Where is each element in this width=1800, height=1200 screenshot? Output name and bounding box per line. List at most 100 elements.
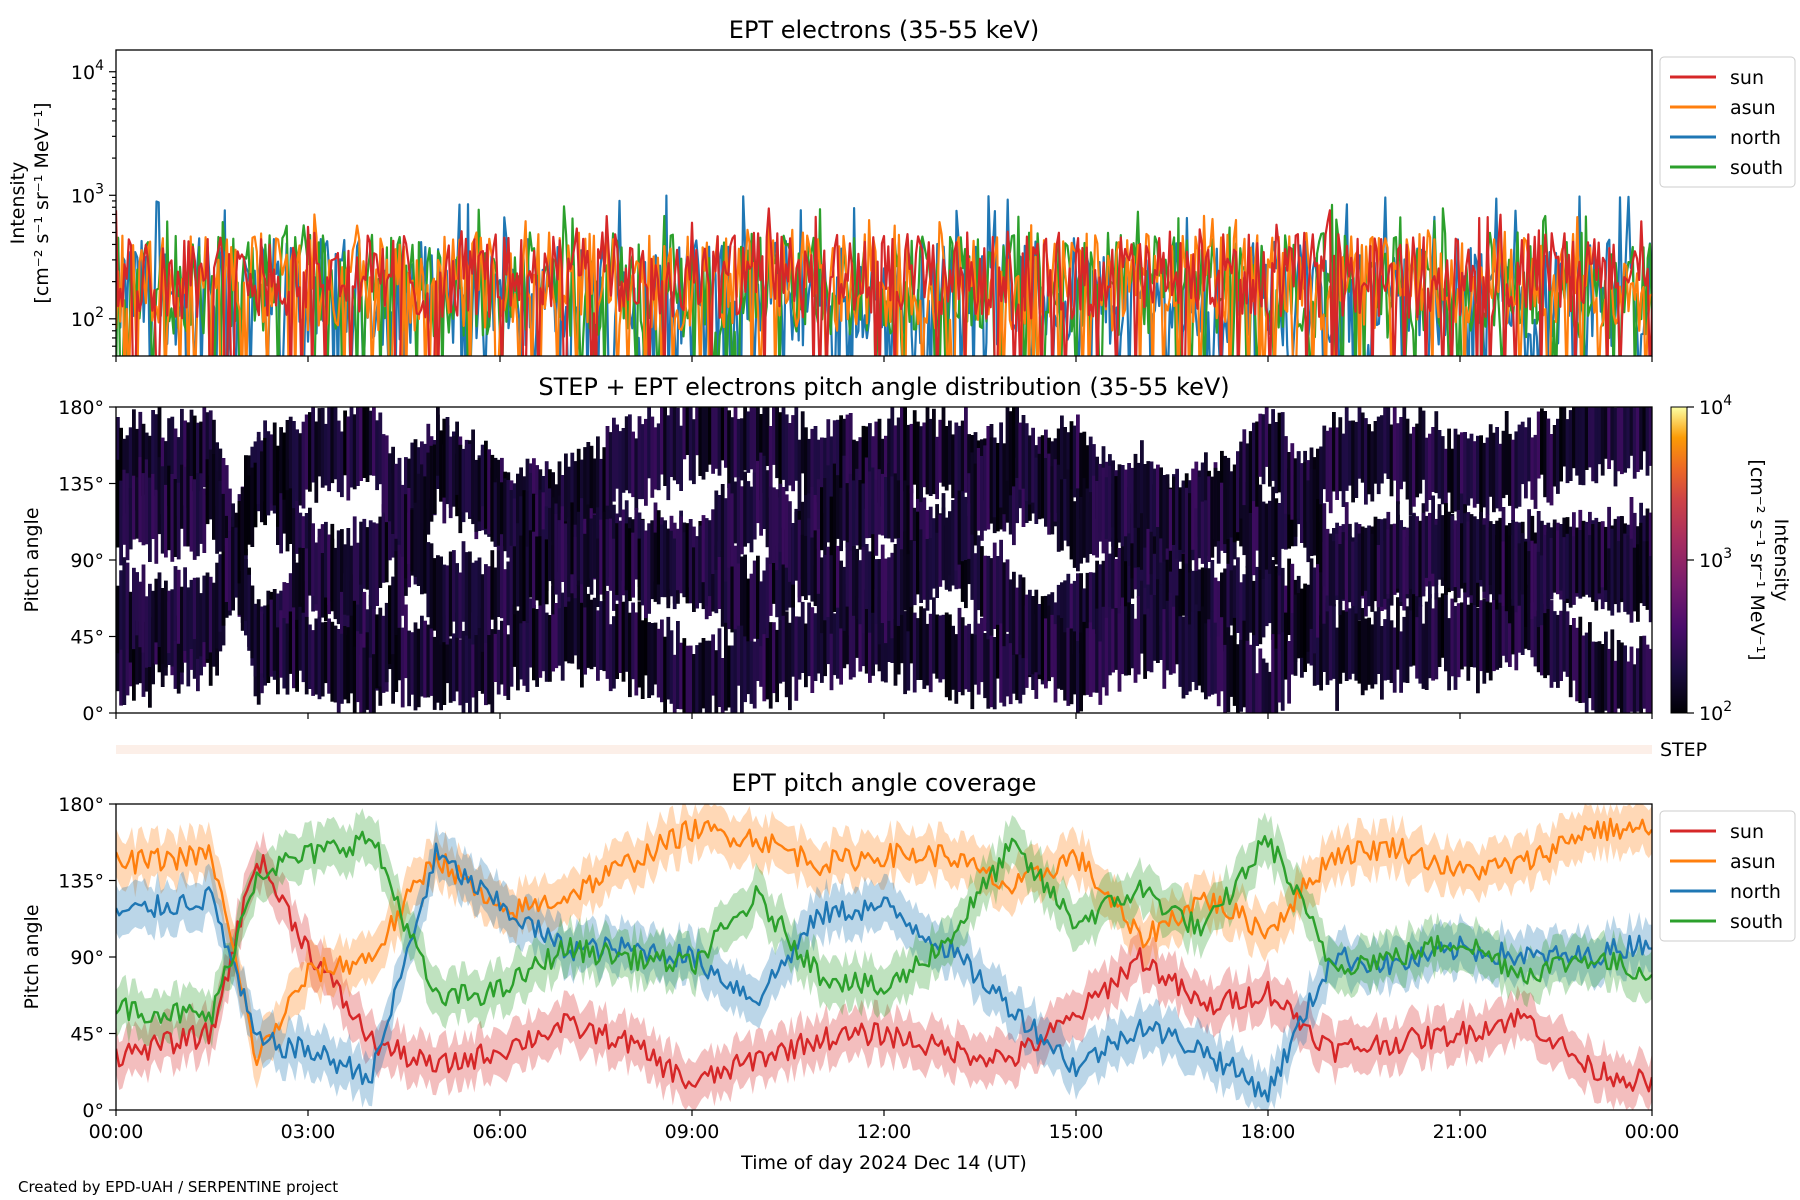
heatmap-cell <box>1616 407 1621 472</box>
heatmap-cell <box>596 538 600 607</box>
heatmap-cell <box>672 407 677 481</box>
heatmap-cell <box>1450 516 1455 591</box>
heatmap-cell <box>1031 427 1035 503</box>
heatmap-cell <box>714 490 719 570</box>
heatmap-cell <box>340 431 344 498</box>
heatmap-cell <box>1399 520 1403 602</box>
heatmap-cell <box>848 413 853 492</box>
heatmap-cell <box>868 423 872 506</box>
heatmap-cell <box>1076 488 1080 572</box>
heatmap-cell <box>1402 616 1407 683</box>
heatmap-cell <box>1175 595 1179 665</box>
heatmap-cell <box>340 633 344 704</box>
heatmap-cell <box>637 416 642 500</box>
heatmap-cell <box>397 457 402 541</box>
heatmap-cell <box>650 623 655 696</box>
heatmap-cell <box>269 434 274 504</box>
heatmap-cell <box>612 616 616 689</box>
heatmap-cell <box>711 407 715 474</box>
heatmap-cell <box>912 612 917 693</box>
heatmap-cell <box>951 625 955 690</box>
heatmap-cell <box>1626 535 1631 615</box>
heatmap-cell <box>1370 533 1375 612</box>
heatmap-cell <box>173 609 178 689</box>
heatmap-cell <box>1588 622 1592 699</box>
heatmap-cell <box>586 504 591 587</box>
heatmap-cell <box>1405 418 1410 500</box>
heatmap-cell <box>372 522 376 610</box>
heatmap-cell <box>167 465 171 551</box>
heatmap-cell <box>752 407 757 485</box>
heatmap-cell <box>951 511 955 586</box>
heatmap-cell <box>1018 422 1023 490</box>
heatmap-cell <box>308 412 312 492</box>
heatmap-cell <box>1600 407 1605 476</box>
heatmap-cell <box>1642 541 1647 606</box>
heatmap-cell <box>810 607 815 693</box>
heatmap-cell <box>602 590 607 672</box>
heatmap-cell <box>368 594 373 678</box>
heatmap-cell <box>922 422 927 488</box>
heatmap-cell <box>404 494 408 579</box>
heatmap-cell <box>1012 460 1016 546</box>
heatmap-cell <box>743 407 747 471</box>
heatmap-cell <box>1399 417 1403 490</box>
heatmap-cell <box>887 463 891 539</box>
heatmap-cell <box>250 467 255 547</box>
heatmap-cell <box>890 476 895 543</box>
heatmap-cell <box>1556 614 1560 688</box>
heatmap-cell <box>698 642 703 713</box>
heatmap-cell <box>1178 616 1183 687</box>
heatmap-cell <box>1543 593 1547 679</box>
heatmap-cell <box>989 558 994 636</box>
heatmap-cell <box>1380 415 1384 484</box>
heatmap-cell <box>349 407 354 488</box>
heatmap-cell <box>919 426 923 515</box>
heatmap-cell <box>202 575 207 643</box>
heatmap-cell <box>1015 626 1019 701</box>
heatmap-cell <box>480 444 485 507</box>
heatmap-cell <box>1431 495 1435 574</box>
heatmap-cell <box>1367 617 1371 685</box>
heatmap-cell <box>746 481 751 544</box>
heatmap-cell <box>1114 608 1119 670</box>
heatmap-cell <box>119 639 123 706</box>
heatmap-cell <box>1325 430 1330 502</box>
heatmap-cell <box>1508 583 1512 667</box>
heatmap-cell <box>1245 640 1250 713</box>
heatmap-cell <box>119 480 123 566</box>
heatmap-cell <box>736 615 741 686</box>
heatmap-cell <box>1351 601 1355 674</box>
heatmap-cell <box>1559 524 1563 591</box>
heatmap-cell <box>759 452 763 536</box>
heatmap-cell <box>1456 510 1461 598</box>
heatmap-cell <box>1216 470 1221 542</box>
heatmap-cell <box>800 534 805 597</box>
heatmap-cell <box>1092 629 1096 693</box>
heatmap-cell <box>1082 478 1087 558</box>
heatmap-cell <box>1572 618 1576 681</box>
heatmap-cell <box>688 645 693 713</box>
heatmap-cell <box>1088 622 1093 697</box>
heatmap-cell <box>976 448 981 531</box>
heatmap-cell <box>839 560 843 629</box>
heatmap-cell <box>404 604 408 679</box>
heatmap-cell <box>989 621 994 708</box>
heatmap-cell <box>461 630 466 713</box>
heatmap-cell <box>282 618 287 689</box>
heatmap-cell <box>765 407 770 466</box>
heatmap-cell <box>871 467 875 538</box>
heatmap-cell <box>170 416 175 486</box>
heatmap-cell <box>1392 627 1397 693</box>
heatmap-cell <box>1053 624 1058 703</box>
heatmap-cell <box>311 407 315 483</box>
heatmap-cell <box>1252 422 1256 502</box>
heatmap-cell <box>1517 424 1522 507</box>
heatmap-cell <box>160 588 165 664</box>
heatmap-cell <box>327 407 331 492</box>
heatmap-cell <box>1408 433 1413 516</box>
heatmap-cell <box>1066 469 1071 547</box>
heatmap-cell <box>832 537 837 612</box>
heatmap-cell <box>452 436 456 507</box>
